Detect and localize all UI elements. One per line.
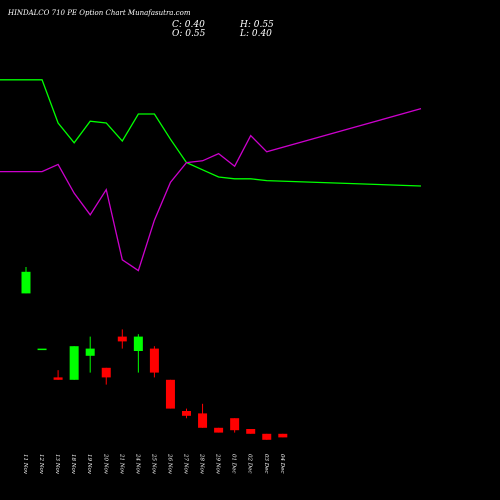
chart-title: HINDALCO 710 PE Option Chart Munafasutra…: [7, 9, 191, 17]
x-tick-label: 25 Nov: [150, 453, 156, 475]
candle-body: [198, 413, 208, 428]
x-tick-label: 27 Nov: [183, 453, 189, 475]
indicator-lines: [0, 79, 422, 272]
candle-body: [133, 336, 143, 351]
x-tick-label: 13 Nov: [54, 454, 60, 475]
candle-body: [69, 346, 79, 380]
x-tick-label: 29 Nov: [215, 453, 221, 475]
high-value: H: 0.55: [239, 20, 274, 30]
candle-body: [230, 418, 240, 431]
x-tick-label: 04 Dec: [279, 454, 285, 474]
x-tick-label: 12 Nov: [38, 454, 44, 475]
x-tick-label: 24 Nov: [134, 453, 140, 475]
candle-body: [262, 433, 272, 440]
candle-body: [182, 411, 191, 416]
candle-body: [278, 433, 288, 438]
candle-body: [214, 427, 224, 433]
open-value: O: 0.55: [172, 29, 206, 39]
x-tick-label: 28 Nov: [199, 453, 205, 475]
x-tick-label: 19 Nov: [86, 454, 92, 475]
candle-body: [149, 348, 159, 373]
candle-body: [246, 429, 256, 434]
close-value: C: 0.40: [172, 20, 205, 30]
x-tick-label: 11 Nov: [22, 454, 28, 475]
x-tick-label: 02 Dec: [247, 454, 253, 474]
magenta-line-series: [0, 107, 422, 272]
green-line-series: [0, 79, 422, 187]
x-tick-label: 03 Dec: [263, 454, 269, 474]
candle-body: [117, 336, 127, 342]
low-value: L: 0.40: [239, 29, 272, 39]
candle-body: [53, 377, 63, 380]
candle-body: [21, 271, 31, 294]
candle-body: [101, 367, 111, 378]
candlesticks: [21, 267, 288, 440]
x-tick-label: 20 Nov: [102, 453, 108, 475]
x-tick-label: 01 Dec: [231, 454, 237, 474]
candle-body: [85, 348, 95, 356]
x-tick-label: 18 Nov: [70, 454, 76, 475]
x-tick-label: 26 Nov: [166, 453, 172, 475]
x-axis-tick-labels: 11 Nov 12 Nov 13 Nov 18 Nov 19 Nov 20 Nov 21 N…: [22, 453, 285, 475]
x-tick-label: 21 Nov: [118, 453, 124, 475]
candle-body: [165, 379, 175, 409]
candle-body: [37, 348, 47, 351]
